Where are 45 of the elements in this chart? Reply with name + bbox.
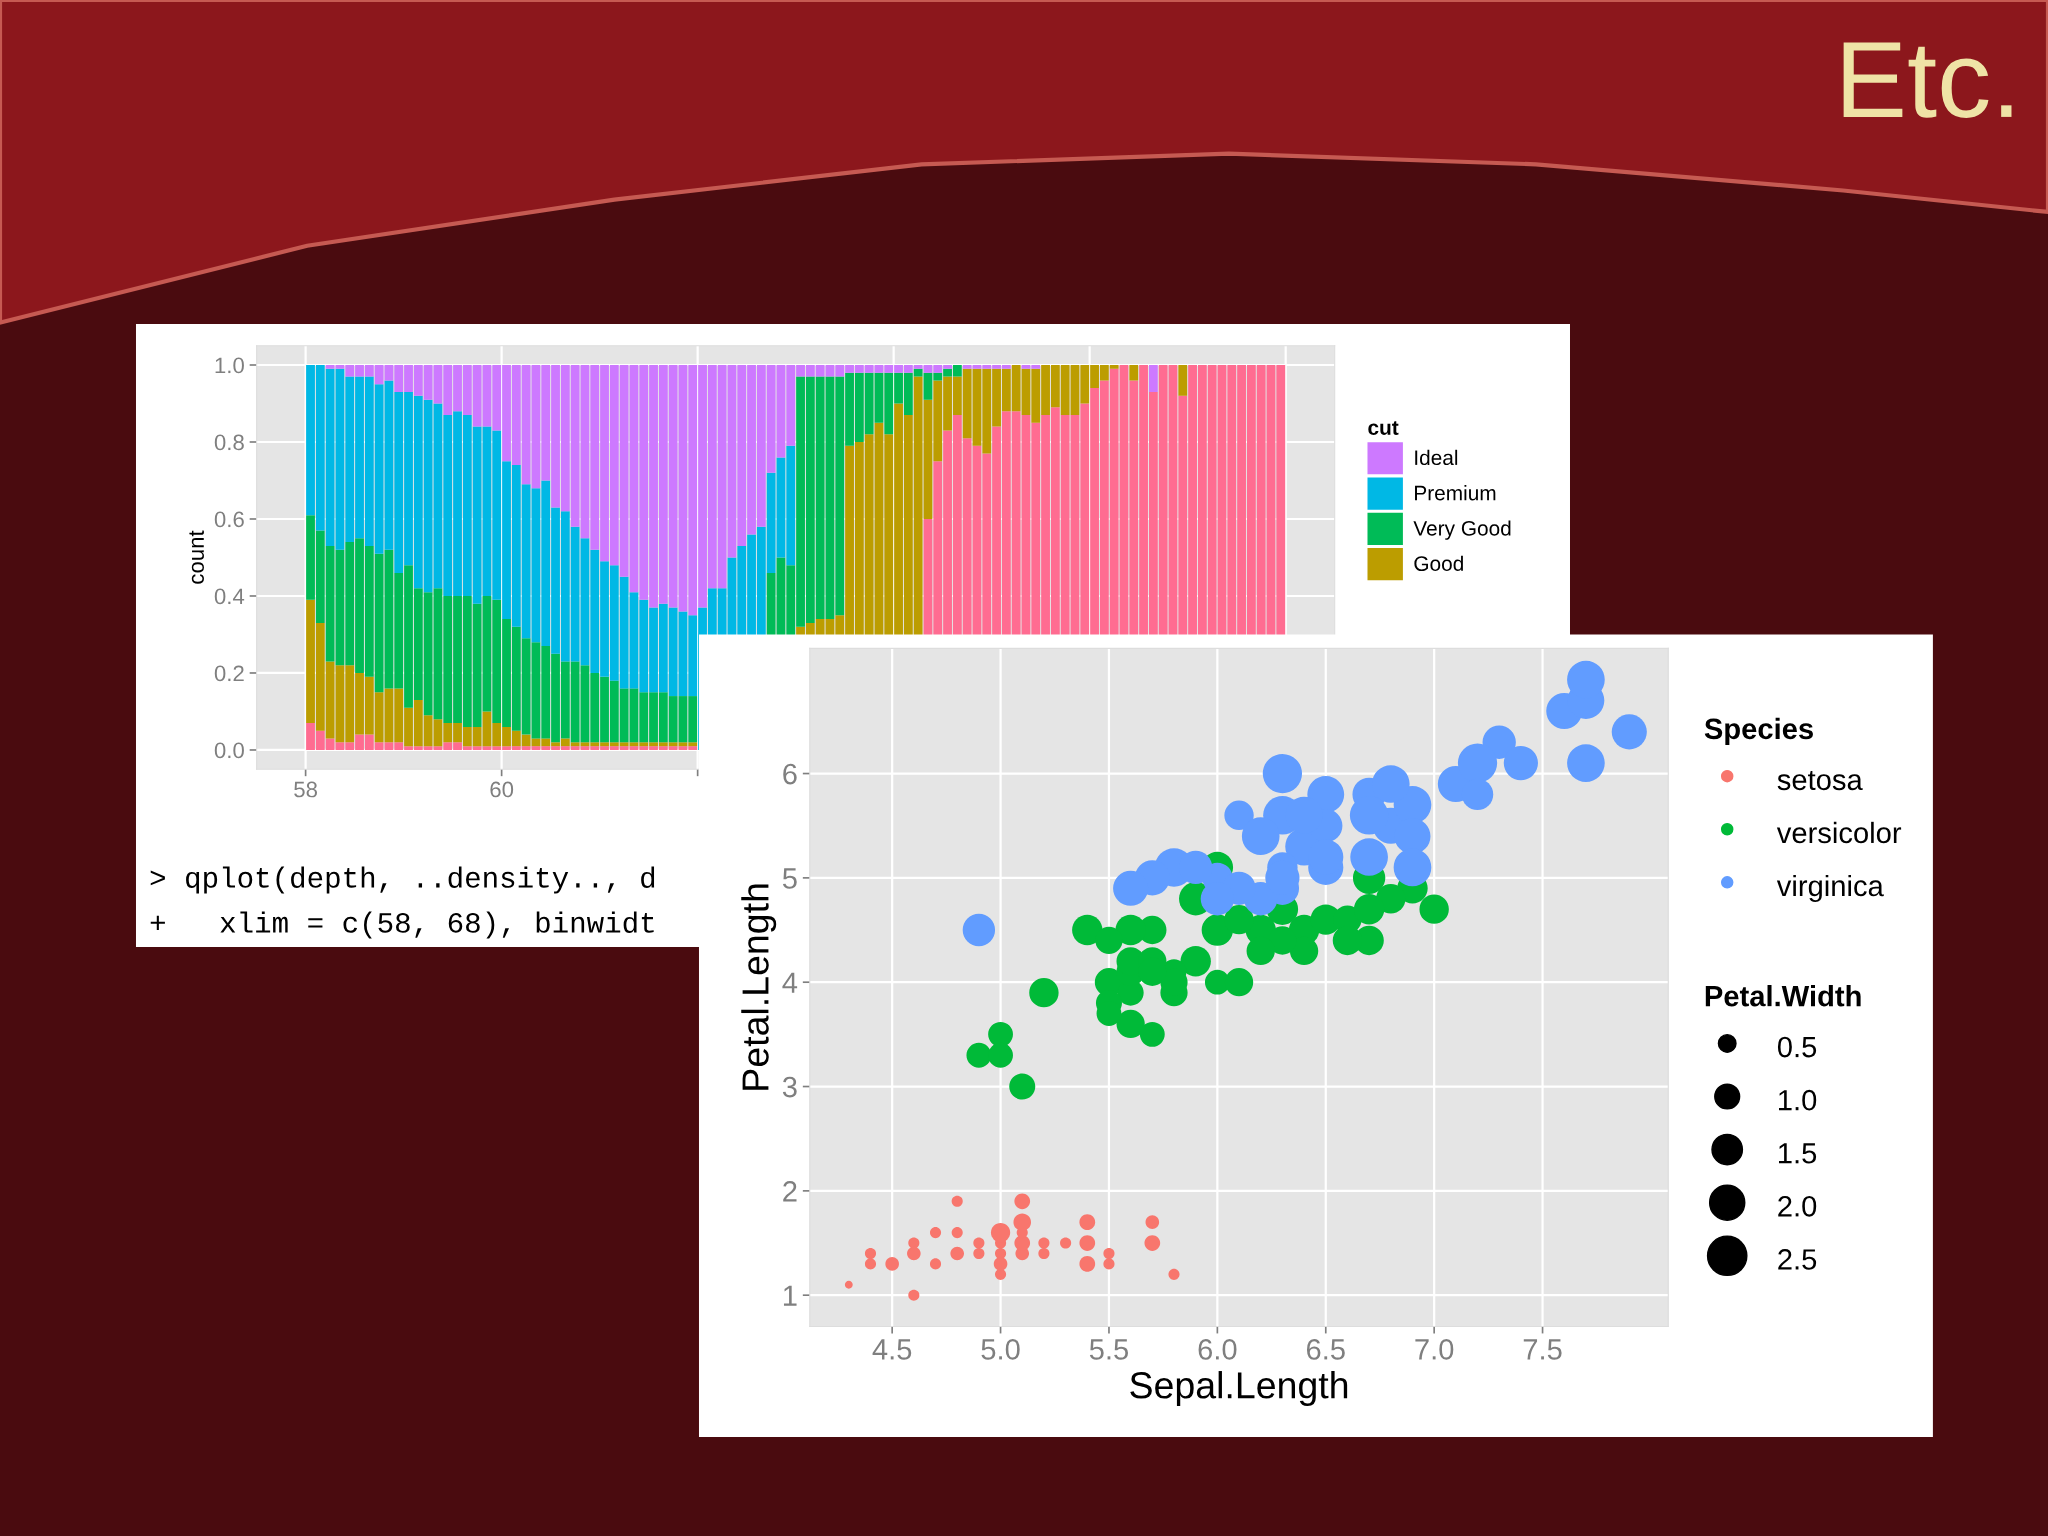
y-tick-label: 1.0 [215,357,244,374]
y-axis-title: Petal.Length [741,884,777,1090]
legend-label: 1.0 [1779,1089,1817,1111]
bar [1148,365,1158,392]
text: > qplot(depth, ..density.., d [150,866,655,894]
legend-label: 2.0 [1778,1196,1817,1217]
y-tick-label: 4 [782,972,798,993]
x-tick-label: 5.5 [1089,1339,1129,1360]
legend-label: 1.5 [1779,1143,1817,1164]
y-tick-label: 0.2 [214,665,244,682]
x-tick-label: 6.5 [1306,1339,1345,1360]
y-tick-label: 3 [782,1076,797,1098]
x-tick-label: 7.0 [1415,1339,1454,1360]
bar [1129,365,1139,381]
x-tick-label: 6.0 [1198,1339,1237,1360]
y-axis-title: count [189,530,204,584]
x-axis-title: Sepal.Length [1130,1371,1348,1406]
y-tick-label: 0.0 [214,742,244,759]
legend-title: Species [1704,717,1813,745]
x-tick-label: 5.0 [981,1339,1020,1360]
x-tick-label: 4.5 [872,1339,912,1360]
legend-label: Ideal [1415,449,1458,466]
x-tick-label: 58 [294,781,318,798]
text: + xlim = c(58, 68), binwidt [150,911,654,939]
y-tick-label: 5 [782,868,797,889]
x-tick-label: 60 [490,781,514,798]
bar [1178,365,1188,396]
y-tick-label: 6 [783,763,797,785]
y-tick-label: 0.6 [214,511,244,528]
x-tick-label: 7.5 [1523,1339,1562,1360]
legend-label: setosa [1777,771,1863,791]
legend-label: Premium [1415,485,1496,501]
legend-label: Good [1414,555,1463,572]
legend-label: virginica [1776,874,1884,903]
y-tick-label: 0.8 [214,434,244,451]
text: Petal.Width [1705,985,1861,1007]
y-tick-label: 1 [783,1285,797,1306]
legend-title: cut [1368,421,1399,435]
text: Etc. [1843,42,2012,118]
y-tick-label: 0.4 [214,588,245,605]
legend-label: 2.5 [1778,1249,1817,1270]
y-tick-label: 2 [783,1181,797,1202]
legend-label: 0.5 [1777,1036,1817,1058]
legend-label: versicolor [1776,821,1902,844]
legend-label: Very Good [1413,520,1511,540]
